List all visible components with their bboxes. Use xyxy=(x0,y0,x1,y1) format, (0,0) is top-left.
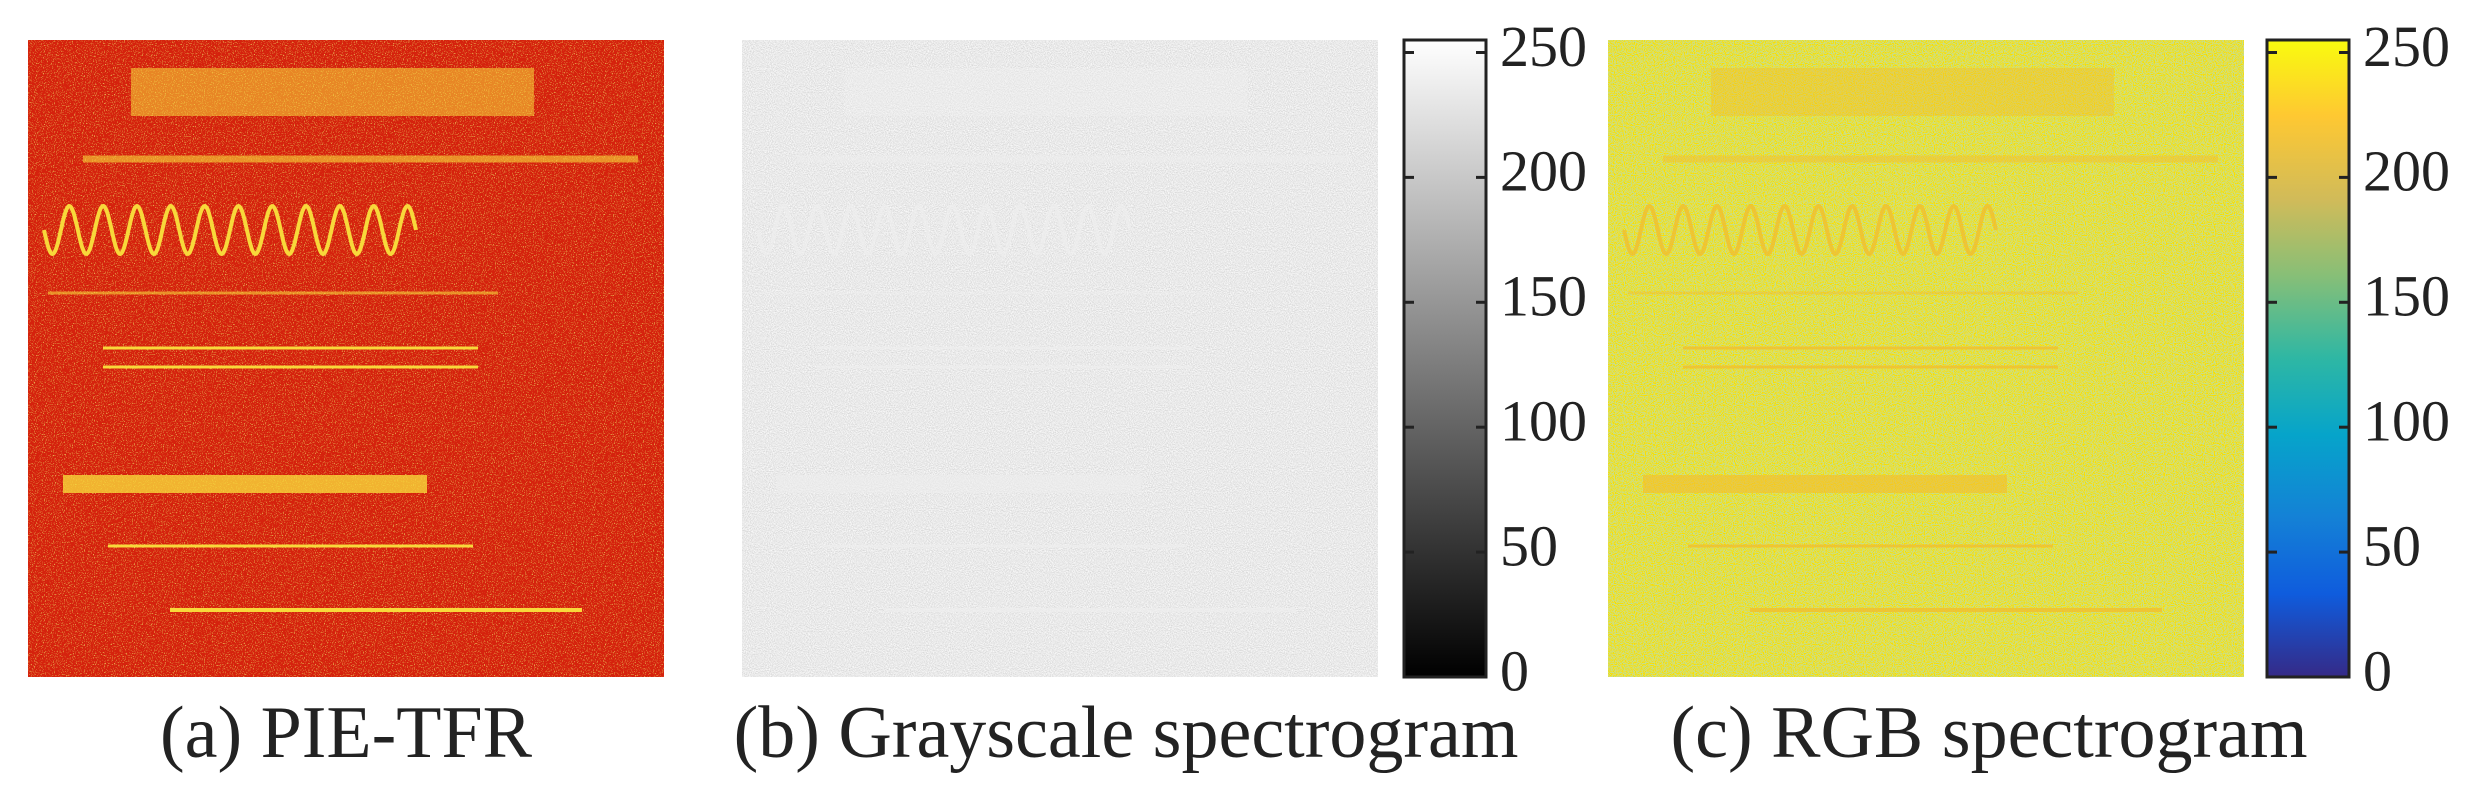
tick-label: 50 xyxy=(2363,513,2421,578)
tick-label: 100 xyxy=(1500,389,1587,454)
gray-image xyxy=(742,40,1378,677)
tick-label: 100 xyxy=(2363,389,2450,454)
caption: (b) Grayscale spectrogram xyxy=(734,692,1519,774)
tick-label: 150 xyxy=(1500,264,1587,329)
tick-label: 50 xyxy=(1500,513,1558,578)
tick-label: 0 xyxy=(1500,638,1529,703)
tfr-image xyxy=(28,40,664,677)
tick-label: 200 xyxy=(2363,139,2450,204)
tick-label: 250 xyxy=(1500,14,1587,79)
colorbar xyxy=(2265,38,2351,679)
tick-label: 250 xyxy=(2363,14,2450,79)
tick-label: 150 xyxy=(2363,264,2450,329)
tick-label: 200 xyxy=(1500,139,1587,204)
rgb-image xyxy=(1608,40,2244,677)
caption: (a) PIE-TFR xyxy=(160,692,533,774)
caption: (c) RGB spectrogram xyxy=(1670,692,2307,774)
panel-b xyxy=(742,38,1488,679)
colorbar xyxy=(1402,38,1488,679)
panel-a xyxy=(28,40,664,677)
tick-label: 0 xyxy=(2363,638,2392,703)
panel-c xyxy=(1608,38,2351,679)
